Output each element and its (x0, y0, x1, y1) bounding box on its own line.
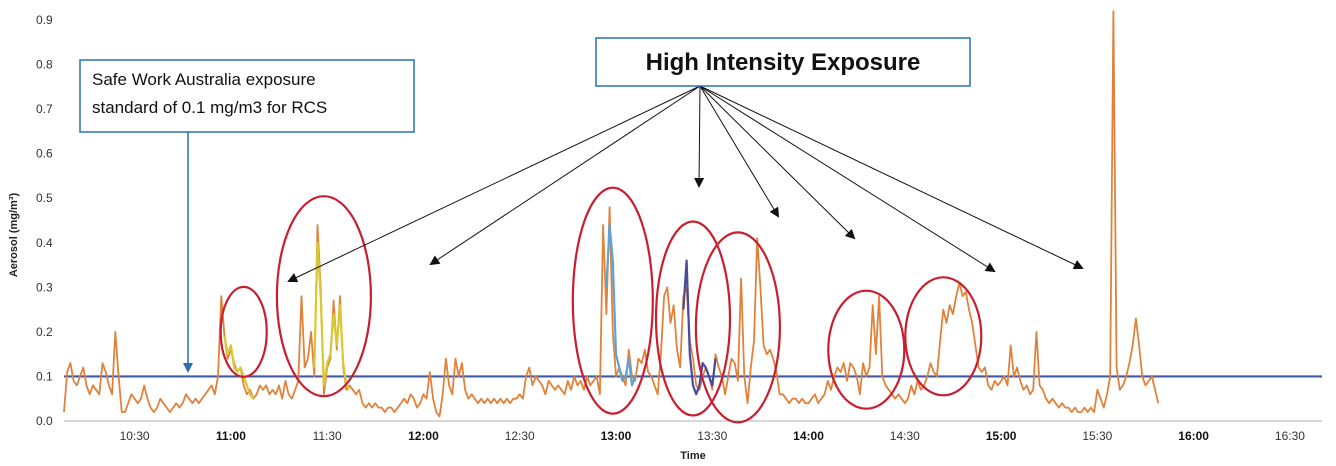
standard-callout: Safe Work Australia exposure standard of… (79, 59, 415, 373)
headline-arrows (287, 85, 1084, 283)
y-axis-title: Aerosol (mg/m³) (8, 192, 20, 277)
y-tick-label: 0.8 (36, 58, 53, 72)
x-tick-label: 13:30 (697, 429, 727, 443)
x-tick-label: 12:00 (408, 429, 439, 443)
y-tick-label: 0.3 (36, 280, 53, 294)
x-tick-label: 14:00 (793, 429, 824, 443)
highlight-ellipse (904, 276, 983, 397)
y-axis-ticks: 0.0 0.1 0.2 0.3 0.4 0.5 0.6 0.7 0.8 0.9 (36, 13, 53, 428)
highlight-ellipse (694, 231, 782, 424)
y-tick-label: 0.1 (36, 369, 53, 383)
x-tick-label: 11:30 (313, 429, 342, 443)
headline-arrow (699, 85, 996, 273)
series-line (605, 223, 637, 387)
headline-arrow (699, 85, 780, 218)
x-tick-label: 13:00 (601, 429, 632, 443)
y-tick-label: 0.7 (36, 102, 53, 116)
x-axis-title: Time (680, 450, 705, 462)
highlight-ellipse (654, 220, 732, 417)
y-tick-label: 0.2 (36, 325, 53, 339)
x-tick-label: 15:30 (1082, 429, 1112, 443)
x-tick-label: 16:30 (1275, 429, 1305, 443)
headline-arrow (287, 85, 701, 283)
highlight-ellipse (219, 285, 268, 378)
highlight-ellipse (275, 195, 372, 398)
highlight-ellipse (827, 289, 906, 410)
y-tick-label: 0.0 (36, 414, 53, 428)
standard-callout-line-2: standard of 0.1 mg/m3 for RCS (92, 98, 327, 117)
x-tick-label: 16:00 (1178, 429, 1209, 443)
y-tick-label: 0.4 (36, 236, 53, 250)
x-axis-ticks: 10:30 11:00 11:30 12:00 12:30 13:00 13:30 14:00… (120, 429, 1306, 443)
y-tick-label: 0.9 (36, 13, 53, 27)
highlight-ellipse (571, 186, 654, 415)
headline-arrow (699, 85, 1084, 270)
headline-arrow (699, 85, 856, 240)
series-line (223, 241, 351, 400)
series-line (682, 259, 717, 396)
x-tick-label: 12:30 (505, 429, 535, 443)
standard-callout-line-1: Safe Work Australia exposure (92, 70, 316, 89)
standard-callout-box (79, 59, 415, 133)
headline-arrow (429, 85, 701, 266)
x-tick-label: 10:30 (120, 429, 150, 443)
headline-box (595, 37, 971, 87)
series-line (63, 10, 1160, 418)
headline-text: High Intensity Exposure (646, 49, 921, 76)
x-tick-label: 11:00 (216, 429, 246, 443)
x-tick-label: 15:00 (986, 429, 1017, 443)
headline-callout: High Intensity Exposure (595, 37, 971, 87)
headline-arrow (694, 85, 705, 188)
x-tick-label: 14:30 (890, 429, 920, 443)
highlight-ellipses (219, 186, 983, 424)
y-tick-label: 0.5 (36, 191, 53, 205)
series-layer (63, 10, 1160, 418)
y-tick-label: 0.6 (36, 147, 53, 161)
